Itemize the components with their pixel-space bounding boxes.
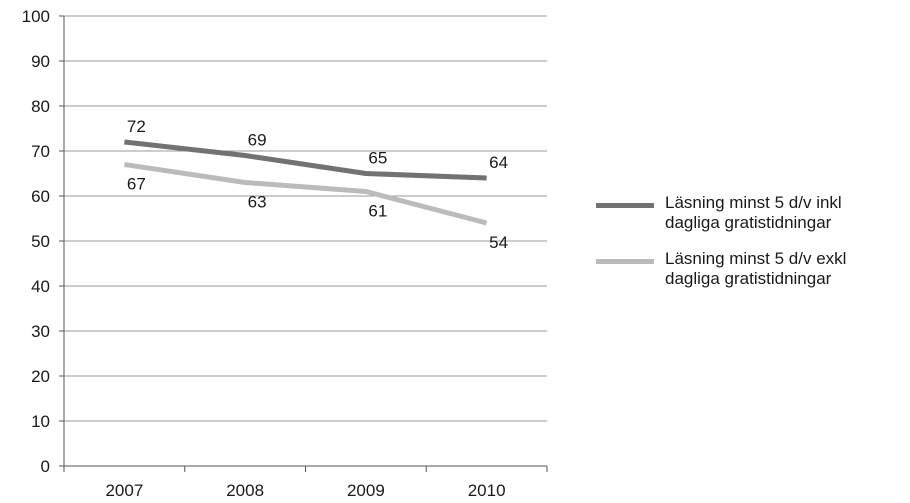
data-label: 54 [489, 233, 508, 252]
x-axis-ticks: 2007 2008 2009 2010 [63, 466, 548, 500]
legend-label-inkl: Läsning minst 5 d/v inkl dagliga gratist… [665, 193, 842, 232]
x-tick-label: 2010 [468, 481, 506, 500]
series-lines [124, 139, 488, 226]
y-tick-label: 50 [31, 232, 50, 251]
data-label: 65 [368, 149, 387, 168]
data-labels: 72 69 65 64 67 63 61 54 [127, 117, 508, 252]
y-tick-label: 30 [31, 322, 50, 341]
series-line-exkl [124, 162, 488, 226]
legend-label-exkl: Läsning minst 5 d/v exkl dagliga gratist… [665, 249, 847, 288]
x-tick-label: 2007 [105, 481, 143, 500]
y-tick-label: 20 [31, 367, 50, 386]
data-label: 69 [248, 131, 267, 150]
series-line-inkl [124, 139, 487, 181]
legend-item-exkl: Läsning minst 5 d/v exkl dagliga gratist… [596, 249, 906, 289]
x-tick-label: 2009 [347, 481, 385, 500]
data-label: 64 [489, 153, 508, 172]
y-tick-label: 80 [31, 97, 50, 116]
y-axis-ticks: 0 10 20 30 40 50 60 70 80 90 100 [22, 7, 64, 476]
data-label: 63 [248, 193, 267, 212]
y-tick-label: 70 [31, 142, 50, 161]
y-tick-label: 10 [31, 412, 50, 431]
y-tick-label: 40 [31, 277, 50, 296]
legend-swatch-exkl [596, 259, 654, 264]
legend-swatch-inkl [596, 203, 654, 208]
data-label: 72 [127, 117, 146, 136]
legend-item-inkl: Läsning minst 5 d/v inkl dagliga gratist… [596, 193, 906, 233]
data-label: 67 [127, 175, 146, 194]
gridlines [64, 15, 547, 422]
x-tick-label: 2008 [226, 481, 264, 500]
y-tick-label: 100 [22, 7, 50, 26]
legend: Läsning minst 5 d/v inkl dagliga gratist… [596, 193, 906, 305]
y-tick-label: 90 [31, 52, 50, 71]
data-label: 61 [368, 202, 387, 221]
y-tick-label: 60 [31, 187, 50, 206]
y-tick-label: 0 [41, 457, 50, 476]
